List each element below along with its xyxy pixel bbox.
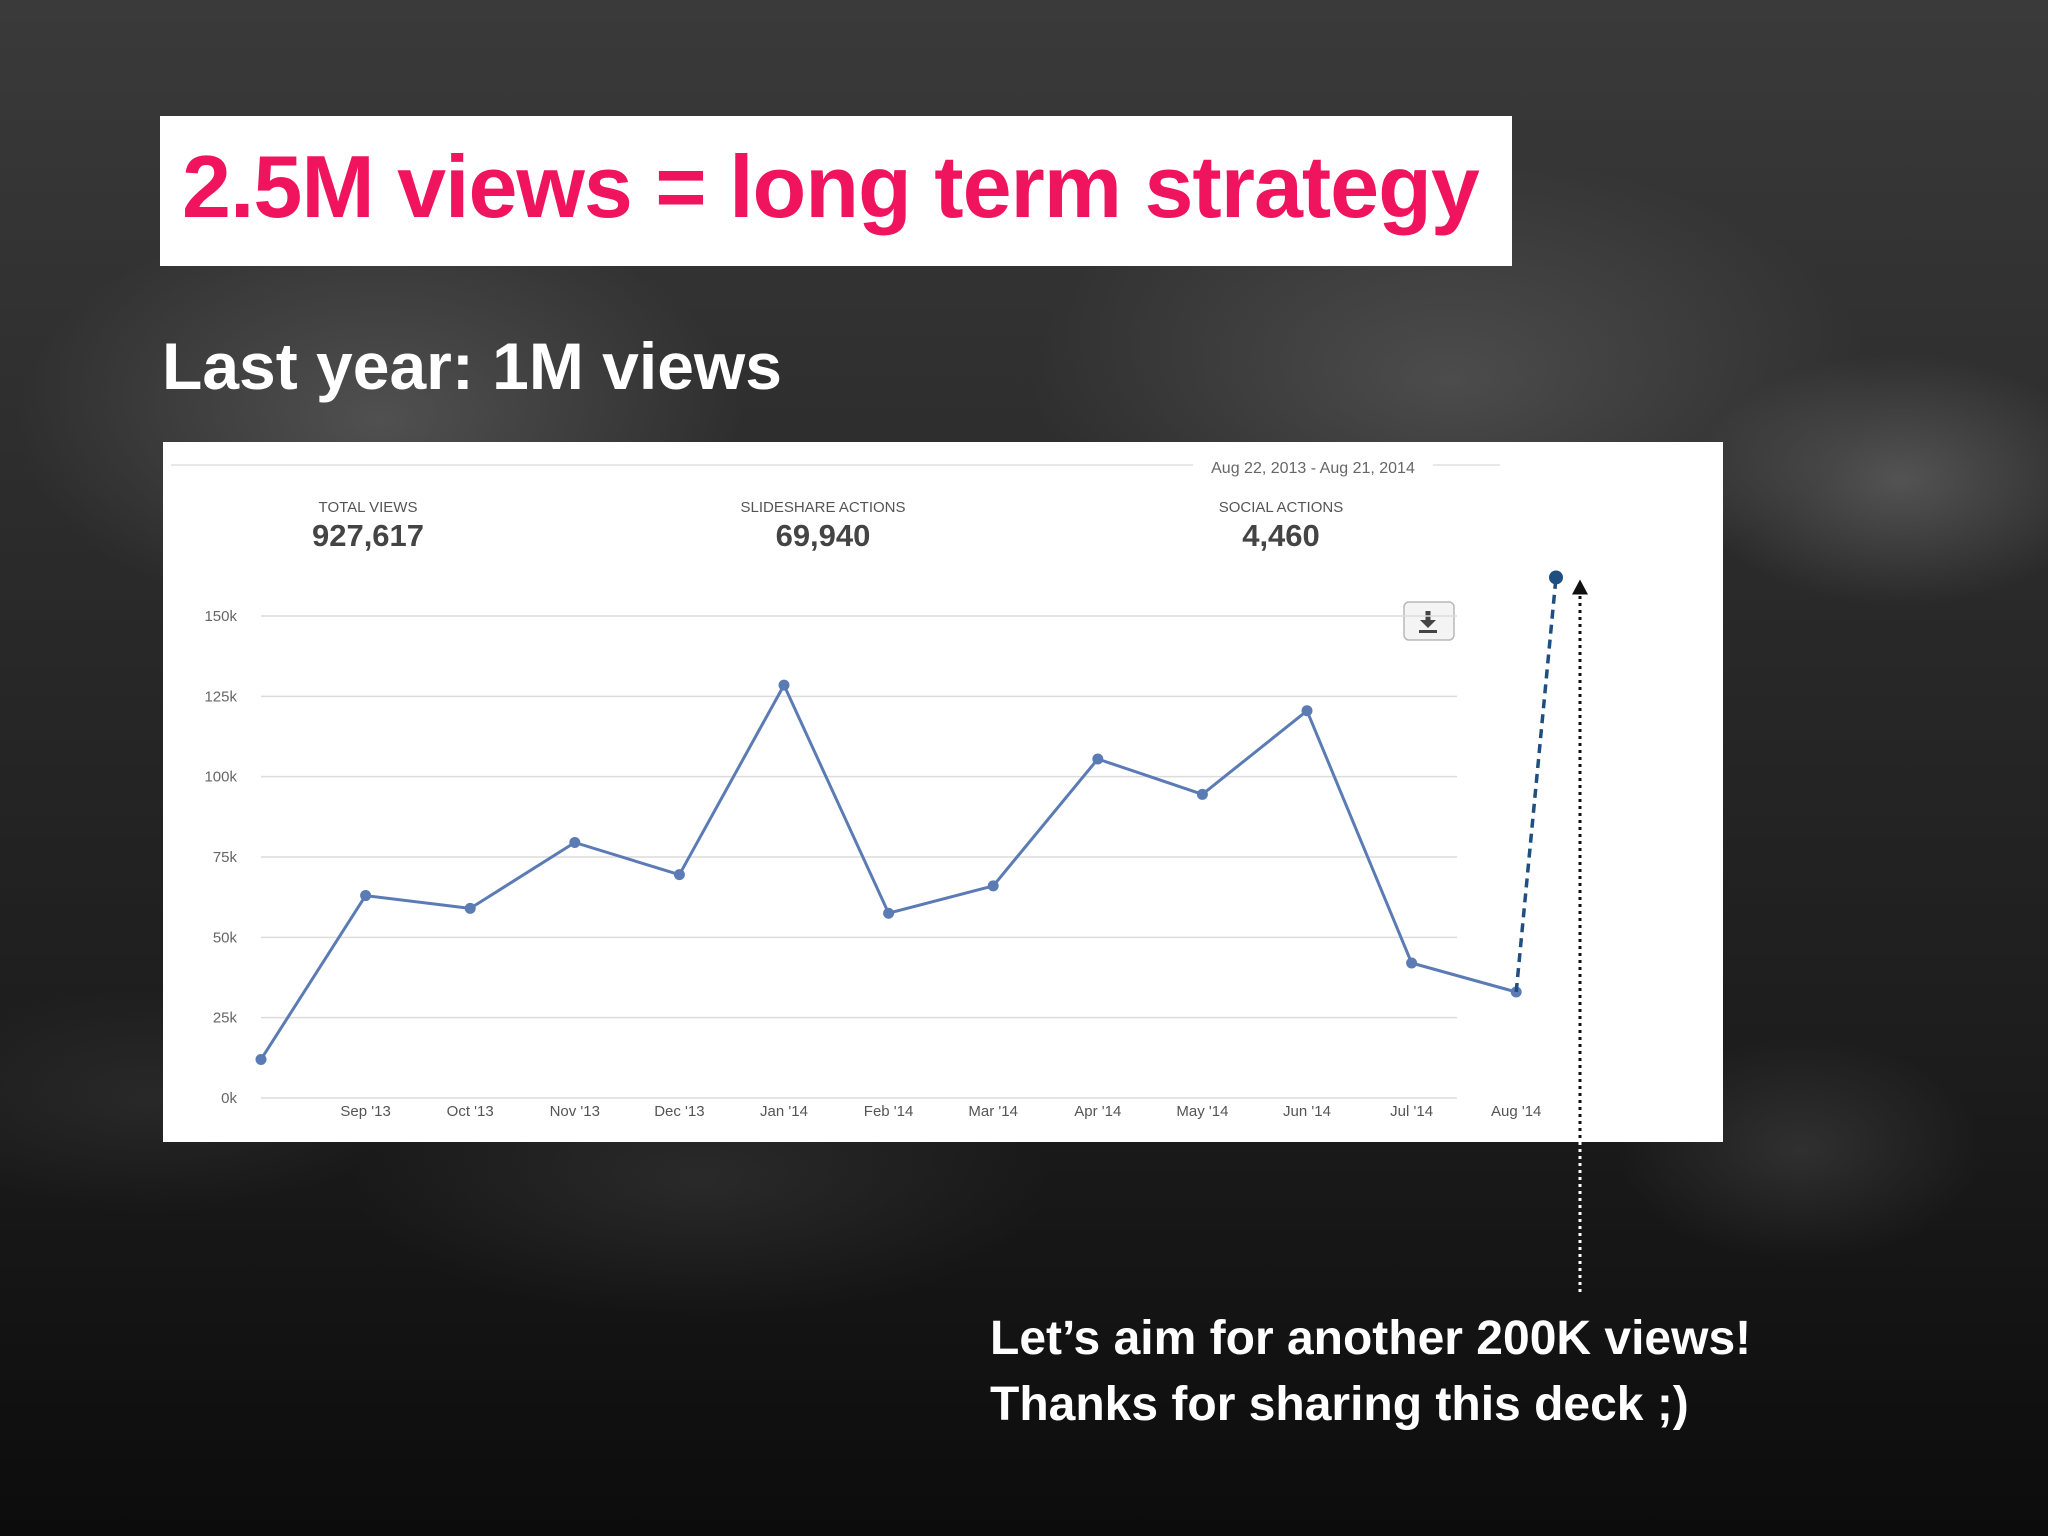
slide-subtitle: Last year: 1M views	[162, 329, 782, 403]
x-tick-label: Dec '13	[654, 1103, 704, 1120]
y-tick-label: 25k	[213, 1010, 238, 1027]
data-point	[883, 907, 895, 919]
projection-point	[1549, 570, 1563, 585]
date-range: Aug 22, 2013 - Aug 21, 2014	[1211, 460, 1415, 477]
stat-slideshare-actions: SLIDESHARE ACTIONS 69,940	[740, 499, 905, 553]
footer-line-2: Thanks for sharing this deck ;)	[990, 1378, 1689, 1431]
x-tick-label: Nov '13	[550, 1103, 600, 1120]
data-point	[1406, 957, 1418, 969]
y-tick-label: 0k	[221, 1090, 237, 1107]
stat-value: 4,460	[1242, 518, 1320, 553]
x-tick-label: Jan '14	[760, 1103, 808, 1120]
slide-title: 2.5M views = long term strategy	[182, 137, 1480, 236]
x-tick-label: Mar '14	[968, 1103, 1018, 1120]
y-tick-label: 125k	[204, 688, 237, 705]
download-button[interactable]	[1403, 601, 1455, 641]
x-tick-label: Jul '14	[1390, 1103, 1433, 1120]
data-point	[255, 1053, 267, 1065]
series-line	[259, 683, 1517, 1061]
x-tick-label: Oct '13	[447, 1103, 494, 1120]
x-tick-label: Aug '14	[1491, 1103, 1541, 1120]
data-point	[360, 890, 372, 902]
data-point	[569, 837, 581, 849]
views-line-chart: Aug 22, 2013 - Aug 21, 2014 TOTAL VIEWS …	[171, 454, 1588, 1142]
y-axis: 0k 25k 50k 75k 100k 125k 150k	[204, 608, 237, 1107]
y-tick-label: 150k	[204, 608, 237, 625]
y-tick-label: 50k	[213, 929, 238, 946]
stat-total-views: TOTAL VIEWS 927,617	[312, 499, 424, 553]
data-point	[464, 902, 476, 914]
title-box: 2.5M views = long term strategy	[160, 116, 1512, 266]
y-tick-label: 100k	[204, 769, 237, 786]
x-tick-label: Sep '13	[340, 1103, 390, 1120]
data-point	[987, 880, 999, 892]
x-tick-label: Apr '14	[1074, 1103, 1121, 1120]
date-range-bg	[1193, 454, 1433, 476]
projection-layer	[1514, 570, 1588, 1142]
x-tick-label: May '14	[1176, 1103, 1228, 1120]
series-layer	[255, 679, 1522, 1065]
footer-message: Let’s aim for another 200K views! Thanks…	[990, 1306, 1751, 1438]
stat-label: SOCIAL ACTIONS	[1219, 499, 1343, 516]
y-tick-label: 75k	[213, 849, 238, 866]
stat-label: SLIDESHARE ACTIONS	[740, 499, 905, 516]
chart-panel: Aug 22, 2013 - Aug 21, 2014 TOTAL VIEWS …	[163, 442, 1723, 1142]
data-point	[1092, 753, 1104, 765]
grid-layer	[261, 615, 1457, 1099]
target-arrow-head	[1572, 579, 1588, 595]
stat-social-actions: SOCIAL ACTIONS 4,460	[1219, 499, 1343, 553]
stat-label: TOTAL VIEWS	[319, 499, 418, 516]
x-tick-label: Jun '14	[1283, 1103, 1331, 1120]
data-point	[673, 869, 685, 881]
x-axis: Sep '13 Oct '13 Nov '13 Dec '13 Jan '14 Feb '…	[340, 1103, 1541, 1120]
stat-value: 69,940	[776, 518, 871, 553]
projection-line	[1514, 577, 1558, 993]
stat-value: 927,617	[312, 518, 424, 553]
x-tick-label: Feb '14	[864, 1103, 914, 1120]
footer-line-1: Let’s aim for another 200K views!	[990, 1312, 1752, 1365]
data-point	[778, 679, 790, 691]
data-point	[1301, 705, 1313, 717]
data-point	[1196, 788, 1208, 800]
